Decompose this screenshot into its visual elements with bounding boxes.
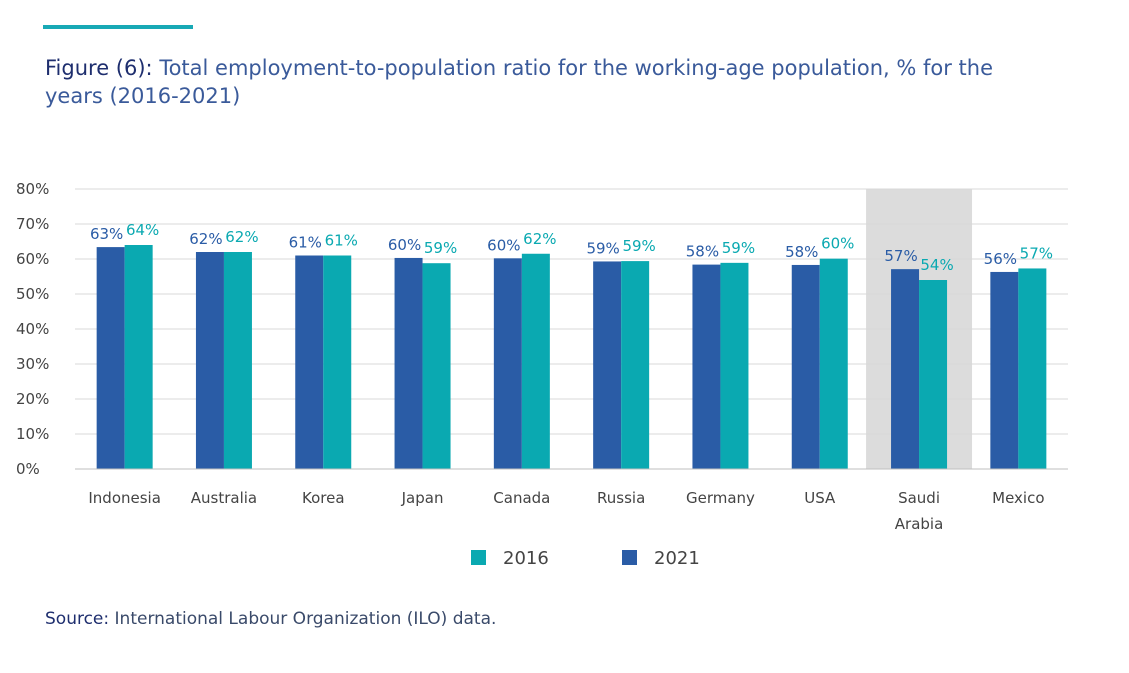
bar-2016 xyxy=(621,261,650,469)
x-category-label: Arabia xyxy=(895,515,944,533)
bar-2016 xyxy=(124,245,153,469)
y-tick-label: 50% xyxy=(16,285,49,303)
data-label-2021: 60% xyxy=(388,236,421,254)
data-label-2021: 58% xyxy=(785,243,818,261)
x-category-label: Indonesia xyxy=(88,489,161,507)
bar-2021 xyxy=(295,255,324,469)
source-label: Source: xyxy=(45,609,110,629)
x-category-label: Korea xyxy=(302,489,345,507)
data-label-2016: 59% xyxy=(424,239,457,257)
data-label-2016: 57% xyxy=(1020,244,1053,262)
legend-label-2016: 2016 xyxy=(503,548,549,569)
y-tick-label: 70% xyxy=(16,215,49,233)
x-category-label: Mexico xyxy=(992,489,1044,507)
bar-2016 xyxy=(720,262,749,469)
bar-2016 xyxy=(1018,268,1047,469)
source-note: Source: International Labour Organizatio… xyxy=(45,609,496,629)
data-label-2021: 60% xyxy=(487,236,520,254)
y-tick-label: 40% xyxy=(16,320,49,338)
source-text: International Labour Organization (ILO) … xyxy=(114,609,497,629)
bar-2016 xyxy=(919,280,948,469)
y-tick-label: 60% xyxy=(16,250,49,268)
bar-2016 xyxy=(521,253,550,469)
y-tick-label: 10% xyxy=(16,425,49,443)
bar-2021 xyxy=(692,264,721,469)
bar-2021 xyxy=(593,261,622,469)
x-category-label: Saudi xyxy=(898,489,940,507)
data-label-2016: 61% xyxy=(325,232,358,250)
bar-2016 xyxy=(819,258,848,469)
bar-2016 xyxy=(422,263,451,469)
x-category-label: Germany xyxy=(686,489,755,507)
legend-label-2021: 2021 xyxy=(654,548,700,569)
y-tick-label: 30% xyxy=(16,355,49,373)
bar-2021 xyxy=(394,257,423,469)
y-tick-label: 0% xyxy=(16,460,40,478)
data-label-2021: 58% xyxy=(686,243,719,261)
bar-2021 xyxy=(791,264,820,469)
data-label-2021: 59% xyxy=(586,239,619,257)
data-label-2021: 63% xyxy=(90,225,123,243)
data-label-2021: 61% xyxy=(289,234,322,252)
bar-2021 xyxy=(195,252,224,469)
bar-2016 xyxy=(223,252,252,469)
bar-chart: 0% 10% 20% 30% 40% 50% 60% 70% 80% 63% 64% Indonesi… xyxy=(16,180,1068,569)
data-label-2021: 56% xyxy=(984,250,1017,268)
y-tick-label: 20% xyxy=(16,390,49,408)
bar-2021 xyxy=(96,247,125,469)
bar-2021 xyxy=(891,269,920,469)
data-label-2016: 62% xyxy=(225,228,258,246)
accent-rule xyxy=(43,25,193,29)
data-label-2021: 57% xyxy=(884,247,917,265)
data-label-2016: 54% xyxy=(920,256,953,274)
y-tick-label: 80% xyxy=(16,180,49,198)
x-category-label: Japan xyxy=(401,489,444,507)
legend-swatch-2016 xyxy=(471,550,486,565)
figure-label: Figure (6): xyxy=(45,56,153,80)
data-label-2016: 59% xyxy=(622,237,655,255)
figure-title: Figure (6): Total employment-to-populati… xyxy=(45,54,1045,110)
figure-title-text: Total employment-to-population ratio for… xyxy=(45,56,994,108)
data-label-2016: 64% xyxy=(126,221,159,239)
x-category-label: USA xyxy=(804,489,836,507)
x-category-label: Australia xyxy=(191,489,257,507)
data-label-2016: 62% xyxy=(523,230,556,248)
x-category-label: Canada xyxy=(493,489,550,507)
x-category-label: Russia xyxy=(597,489,645,507)
bar-2021 xyxy=(990,271,1019,469)
data-label-2016: 60% xyxy=(821,235,854,253)
bar-2016 xyxy=(323,255,352,469)
bar-2021 xyxy=(493,258,522,469)
data-label-2016: 59% xyxy=(722,239,755,257)
legend-swatch-2021 xyxy=(622,550,637,565)
data-label-2021: 62% xyxy=(189,230,222,248)
